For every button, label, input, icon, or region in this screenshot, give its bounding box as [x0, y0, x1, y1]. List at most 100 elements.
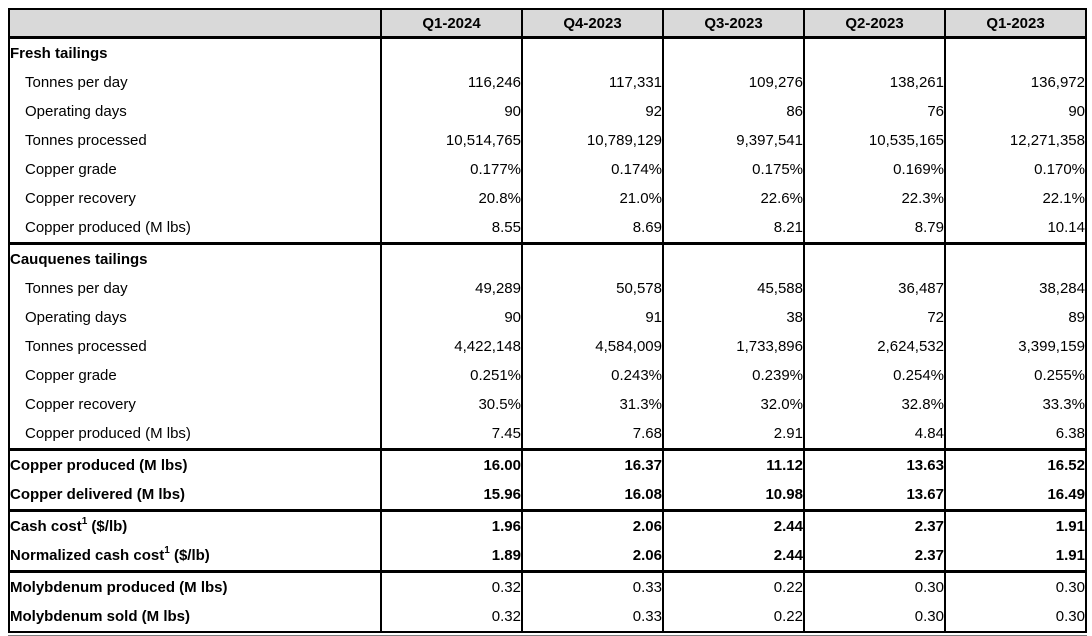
row-label-text: Molybdenum sold (M lbs) [10, 608, 190, 625]
cell-value: 22.6% [662, 184, 805, 213]
row-label-text: Cash cost [10, 518, 82, 535]
row-label: Copper recovery [8, 390, 382, 419]
cell-value [803, 242, 946, 274]
row-label: Cauquenes tailings [8, 242, 382, 274]
row-label-suffix: ($/lb) [169, 547, 210, 564]
row-label: Operating days [8, 97, 382, 126]
table-row: Copper produced (M lbs) 8.55 8.69 8.21 8.79 1… [8, 213, 1087, 244]
cell-value: 0.30 [803, 570, 946, 602]
cell-value: 0.239% [662, 361, 805, 390]
cell-value [803, 37, 946, 68]
cell-value: 7.45 [380, 419, 523, 450]
cell-value: 0.33 [521, 602, 664, 632]
row-label-text: Tonnes processed [25, 338, 147, 355]
cell-value: 11.12 [662, 448, 805, 480]
row-label-text: Normalized cash cost [10, 547, 165, 564]
cell-value [380, 37, 523, 68]
row-label-text: Tonnes processed [25, 132, 147, 149]
table-row: Tonnes processed 10,514,765 10,789,129 9,39… [8, 126, 1087, 155]
cell-value: 0.169% [803, 155, 946, 184]
cell-value [662, 242, 805, 274]
cell-value: 72 [803, 303, 946, 332]
cell-value: 1.96 [380, 509, 523, 541]
cell-value: 6.38 [944, 419, 1087, 450]
cell-value: 50,578 [521, 274, 664, 303]
cell-value: 12,271,358 [944, 126, 1087, 155]
table-row: Tonnes processed 4,422,148 4,584,009 1,733,… [8, 332, 1087, 361]
cell-value: 2,624,532 [803, 332, 946, 361]
cell-value: 16.52 [944, 448, 1087, 480]
cell-value: 20.8% [380, 184, 523, 213]
cell-value: 86 [662, 97, 805, 126]
table-row: Copper grade 0.177% 0.174% 0.175% 0.169% 0.17… [8, 155, 1087, 184]
cell-value: 22.3% [803, 184, 946, 213]
cell-value [944, 242, 1087, 274]
table-row: Cauquenes tailings [8, 242, 1087, 274]
quarter-column-header: Q1-2024 [380, 9, 523, 39]
cell-value: 2.44 [662, 541, 805, 572]
table-row: Copper produced (M lbs) 7.45 7.68 2.91 4.84 6… [8, 419, 1087, 450]
row-label: Normalized cash cost1 ($/lb) [8, 541, 382, 572]
row-label: Tonnes processed [8, 332, 382, 361]
cell-value: 1.91 [944, 509, 1087, 541]
row-label: Tonnes per day [8, 274, 382, 303]
cell-value: 32.0% [662, 390, 805, 419]
row-label-text: Copper produced (M lbs) [10, 457, 188, 474]
table-row: Cash cost1 ($/lb) 1.96 2.06 2.44 2.37 1.91 [8, 509, 1087, 541]
row-label: Copper produced (M lbs) [8, 419, 382, 450]
table-row: Molybdenum sold (M lbs) 0.32 0.33 0.22 0.30 0… [8, 602, 1087, 632]
cell-value: 0.175% [662, 155, 805, 184]
cell-value: 9,397,541 [662, 126, 805, 155]
cell-value: 0.32 [380, 570, 523, 602]
cell-value: 117,331 [521, 68, 664, 97]
table-row: Copper produced (M lbs) 16.00 16.37 11.12 13… [8, 448, 1087, 480]
row-label-suffix: ($/lb) [87, 518, 128, 535]
row-label-text: Copper grade [25, 367, 117, 384]
row-label: Copper produced (M lbs) [8, 213, 382, 244]
cell-value: 13.67 [803, 480, 946, 511]
row-label-column-header [8, 9, 382, 39]
table-row: Tonnes per day 116,246 117,331 109,276 138,2… [8, 68, 1087, 97]
cell-value: 16.00 [380, 448, 523, 480]
cell-value: 109,276 [662, 68, 805, 97]
cell-value: 32.8% [803, 390, 946, 419]
cell-value [521, 37, 664, 68]
cell-value: 0.32 [380, 602, 523, 632]
cell-value: 0.255% [944, 361, 1087, 390]
row-label-text: Copper produced (M lbs) [25, 219, 191, 236]
cell-value: 1,733,896 [662, 332, 805, 361]
quarter-column-header: Q4-2023 [521, 9, 664, 39]
cell-value: 38,284 [944, 274, 1087, 303]
cell-value: 38 [662, 303, 805, 332]
cell-value: 15.96 [380, 480, 523, 511]
quarter-column-header: Q2-2023 [803, 9, 946, 39]
row-label-text: Copper recovery [25, 190, 136, 207]
table-row: Copper delivered (M lbs) 15.96 16.08 10.98 1… [8, 480, 1087, 511]
cell-value: 90 [380, 303, 523, 332]
row-label: Molybdenum produced (M lbs) [8, 570, 382, 602]
cell-value: 10,535,165 [803, 126, 946, 155]
row-label-text: Fresh tailings [10, 45, 108, 62]
cell-value: 0.170% [944, 155, 1087, 184]
table-row: Molybdenum produced (M lbs) 0.32 0.33 0.22 0… [8, 570, 1087, 602]
cell-value: 3,399,159 [944, 332, 1087, 361]
table-row: Copper recovery 30.5% 31.3% 32.0% 32.8% 33.3% [8, 390, 1087, 419]
cell-value [380, 242, 523, 274]
cell-value: 0.22 [662, 602, 805, 632]
row-label: Copper grade [8, 361, 382, 390]
footnote-marker: 1 [81, 516, 88, 527]
table-row: Copper recovery 20.8% 21.0% 22.6% 22.3% 22.1% [8, 184, 1087, 213]
cell-value: 49,289 [380, 274, 523, 303]
cell-value: 2.37 [803, 509, 946, 541]
cell-value: 1.91 [944, 541, 1087, 572]
cell-value: 0.254% [803, 361, 946, 390]
cell-value: 0.22 [662, 570, 805, 602]
cell-value: 0.251% [380, 361, 523, 390]
row-label-text: Operating days [25, 309, 127, 326]
row-label: Copper produced (M lbs) [8, 448, 382, 480]
cell-value: 0.30 [803, 602, 946, 632]
cell-value: 10.98 [662, 480, 805, 511]
cell-value: 138,261 [803, 68, 946, 97]
cell-value: 1.89 [380, 541, 523, 572]
footnote-marker: 1 [164, 545, 170, 556]
